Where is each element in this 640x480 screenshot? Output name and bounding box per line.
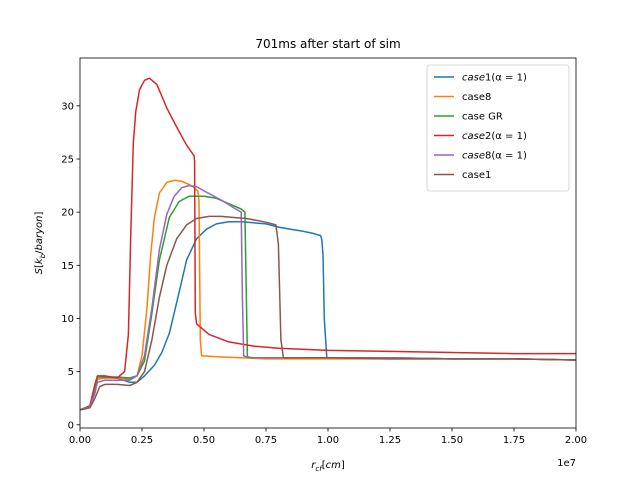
series-layer (80, 77, 576, 411)
legend-entry: case1(α = 1) (462, 73, 527, 84)
legend: case1(α = 1) case8 case GR case2(α = 1) case… (426, 64, 570, 192)
legend-entry: case8 (462, 92, 491, 103)
series-line-6 (80, 215, 576, 411)
legend-entry: case2(α = 1) (462, 131, 527, 142)
series-line-4 (80, 77, 576, 411)
y-axis-label: S[kb/baryon] (34, 212, 47, 275)
x-tick-label: 2.00 (565, 435, 587, 446)
legend-box (426, 64, 570, 192)
legend-entry: case8(α = 1) (462, 151, 527, 162)
x-tick-label: 1.00 (317, 435, 339, 446)
x-tick-label: 0.25 (131, 435, 153, 446)
x-axis-offset-text: 1e7 (557, 458, 576, 469)
y-tick-label: 25 (61, 155, 74, 166)
legend-entry: case1 (462, 170, 491, 181)
x-tick-label: 0.50 (193, 435, 215, 446)
plot-area (80, 77, 576, 411)
y-tick-label: 5 (68, 367, 74, 378)
x-tick-label: 1.75 (503, 435, 525, 446)
x-tick-label: 0.75 (255, 435, 277, 446)
x-tick-label: 1.50 (441, 435, 463, 446)
legend-entry: case GR (462, 112, 503, 123)
x-tick-label: 0.00 (69, 435, 91, 446)
series-line-5 (80, 184, 576, 411)
y-tick-label: 0 (68, 420, 74, 431)
y-tick-label: 30 (61, 101, 74, 112)
x-axis-label: rcf[cm] (311, 460, 345, 473)
y-axis: 0 5 10 15 20 25 30 (61, 101, 80, 431)
chart-title: 701ms after start of sim (255, 37, 400, 51)
y-tick-label: 10 (61, 314, 74, 325)
y-tick-label: 20 (61, 208, 74, 219)
x-axis: 0.00 0.25 0.50 0.75 1.00 1.25 1.50 1.75 2.00 (69, 428, 587, 446)
x-tick-label: 1.25 (379, 435, 401, 446)
y-tick-label: 15 (61, 261, 74, 272)
